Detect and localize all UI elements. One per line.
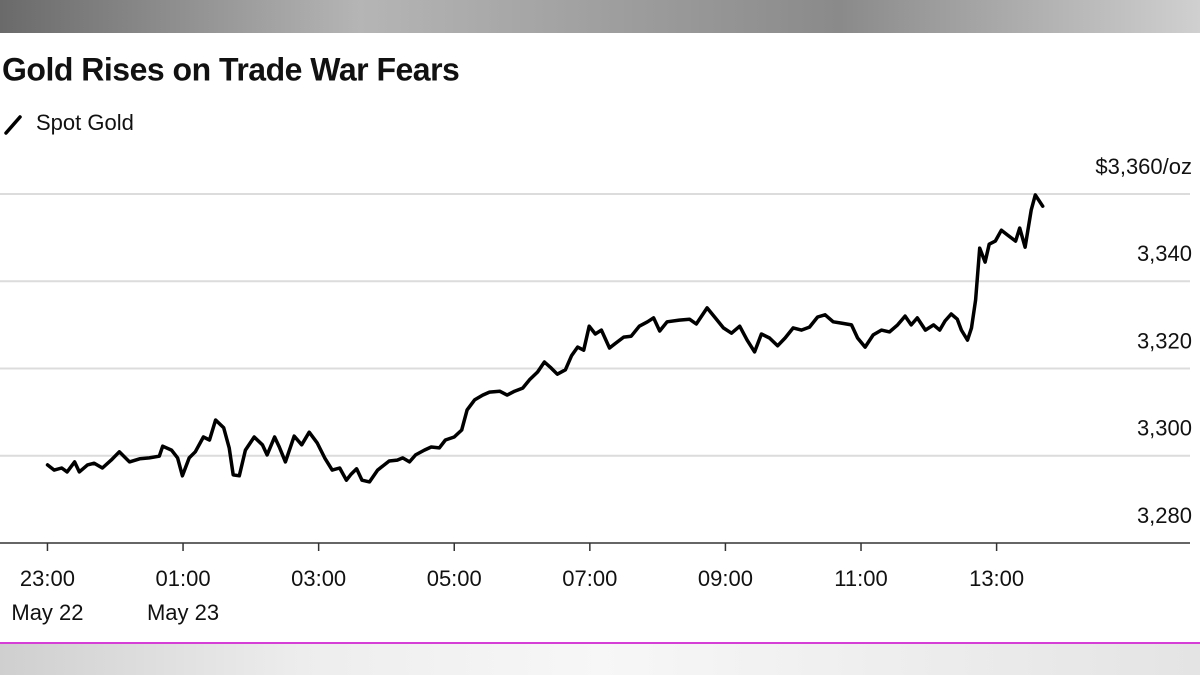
legend-label: Spot Gold xyxy=(36,110,134,135)
x-tick-label: 09:00 xyxy=(698,566,753,591)
data-line xyxy=(45,193,1045,484)
screen-frame-bottom xyxy=(0,644,1200,675)
x-tick-label: 11:00 xyxy=(834,566,887,591)
x-date-label: May 23 xyxy=(147,600,219,625)
x-tick-label: 23:00 xyxy=(20,566,75,591)
x-date-label: May 22 xyxy=(11,600,83,625)
y-tick-label: $3,360/oz xyxy=(1095,154,1192,179)
x-tick-label: 13:00 xyxy=(969,566,1024,591)
x-tick-label: 03:00 xyxy=(291,566,346,591)
y-tick-label: 3,320 xyxy=(1137,328,1192,353)
x-tick-label: 01:00 xyxy=(156,566,211,591)
y-tick-label: 3,280 xyxy=(1137,503,1192,528)
screen-frame-top xyxy=(0,0,1200,33)
y-tick-label: 3,300 xyxy=(1137,416,1192,441)
legend: Spot Gold xyxy=(4,110,134,135)
y-tick-label: 3,340 xyxy=(1137,241,1192,266)
x-tick-label: 07:00 xyxy=(562,566,617,591)
x-tick-label: 05:00 xyxy=(427,566,482,591)
chart-title: Gold Rises on Trade War Fears xyxy=(2,51,459,87)
legend-swatch xyxy=(4,115,22,135)
